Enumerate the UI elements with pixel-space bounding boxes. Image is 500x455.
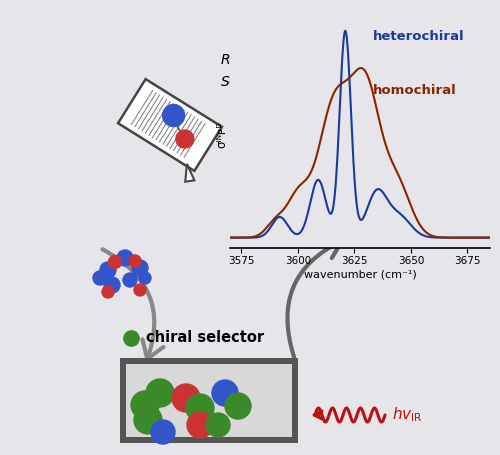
Circle shape [93,271,107,285]
Circle shape [131,391,159,419]
Circle shape [151,420,175,444]
Circle shape [108,256,122,268]
Circle shape [134,284,146,296]
Text: $\mathbf{\it{R}}$-analyte: $\mathbf{\it{R}}$-analyte [220,51,295,69]
FancyBboxPatch shape [118,79,222,171]
Text: heterochiral: heterochiral [373,30,464,43]
Circle shape [139,272,151,284]
FancyArrowPatch shape [288,238,342,357]
Circle shape [206,413,230,437]
Circle shape [186,394,214,422]
Circle shape [172,384,200,412]
Circle shape [129,255,141,267]
Text: $\mathbf{\it{S}}$-analyte: $\mathbf{\it{S}}$-analyte [220,73,294,91]
Text: chiral selector: chiral selector [146,330,264,345]
Circle shape [100,262,116,278]
FancyArrowPatch shape [102,249,164,359]
Text: hv$_{\mathrm{IR}}$: hv$_{\mathrm{IR}}$ [392,406,423,425]
Circle shape [104,277,120,293]
Polygon shape [186,164,194,182]
FancyBboxPatch shape [126,364,292,437]
X-axis label: wavenumber (cm⁻¹): wavenumber (cm⁻¹) [304,270,416,280]
Circle shape [176,130,194,148]
Circle shape [225,393,251,419]
FancyBboxPatch shape [120,358,298,443]
Circle shape [102,286,114,298]
Circle shape [187,412,213,438]
Circle shape [212,380,238,406]
Circle shape [162,105,184,126]
Circle shape [134,406,162,434]
Circle shape [132,260,148,276]
Text: homochiral: homochiral [373,84,457,97]
Circle shape [123,273,137,287]
Circle shape [117,250,133,266]
Y-axis label: σᴵᴺᴘᴰ: σᴵᴺᴘᴰ [216,121,228,148]
Circle shape [146,379,174,407]
